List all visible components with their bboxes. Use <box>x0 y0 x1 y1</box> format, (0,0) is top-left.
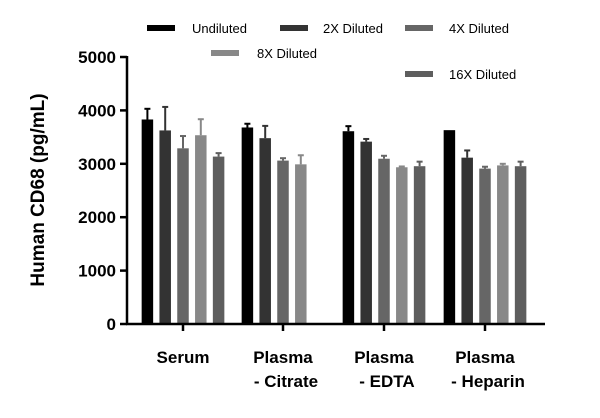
y-tick-label: 3000 <box>78 155 116 174</box>
bar <box>342 131 355 324</box>
bar <box>141 119 154 324</box>
bar <box>514 166 527 324</box>
bar <box>378 158 390 324</box>
legend-swatch <box>147 25 175 31</box>
bar <box>413 166 426 324</box>
bar <box>295 164 307 324</box>
bar <box>396 167 408 324</box>
y-tick-label: 1000 <box>78 262 116 281</box>
y-axis-label: Human CD68 (pg/mL) <box>28 93 49 286</box>
legend-label: 2X Diluted <box>323 21 383 36</box>
x-tick-label: Plasma <box>354 348 414 367</box>
y-tick-label: 5000 <box>78 48 116 67</box>
bar <box>360 141 372 324</box>
legend-swatch <box>405 25 433 31</box>
bar <box>177 148 189 324</box>
bar <box>479 168 491 324</box>
bar <box>277 160 289 324</box>
x-tick-label: - Citrate <box>254 372 318 391</box>
bar <box>443 130 456 324</box>
y-tick-label: 4000 <box>78 101 116 120</box>
legend-swatch <box>211 50 239 56</box>
legend-swatch <box>280 25 308 31</box>
y-tick-label: 2000 <box>78 208 116 227</box>
legend-label: 16X Diluted <box>449 67 516 82</box>
legend-label: Undiluted <box>192 21 247 36</box>
legend-label: 8X Diluted <box>257 46 317 61</box>
bar <box>241 127 254 324</box>
x-tick-label: Plasma <box>455 348 515 367</box>
x-tick-label: - Heparin <box>451 372 525 391</box>
bar <box>461 157 473 324</box>
bar <box>212 156 225 324</box>
legend: Undiluted 2X Diluted 4X Diluted 8X Diluted 1… <box>147 21 516 82</box>
bar <box>195 135 207 324</box>
y-tick-label: 0 <box>107 315 116 334</box>
legend-label: 4X Diluted <box>449 21 509 36</box>
bar <box>497 165 509 324</box>
x-tick-label: Plasma <box>253 348 313 367</box>
bar <box>159 130 171 324</box>
x-tick-label: - EDTA <box>359 372 414 391</box>
x-tick-label: Serum <box>157 348 210 367</box>
bar <box>259 138 271 324</box>
legend-swatch <box>405 71 433 77</box>
